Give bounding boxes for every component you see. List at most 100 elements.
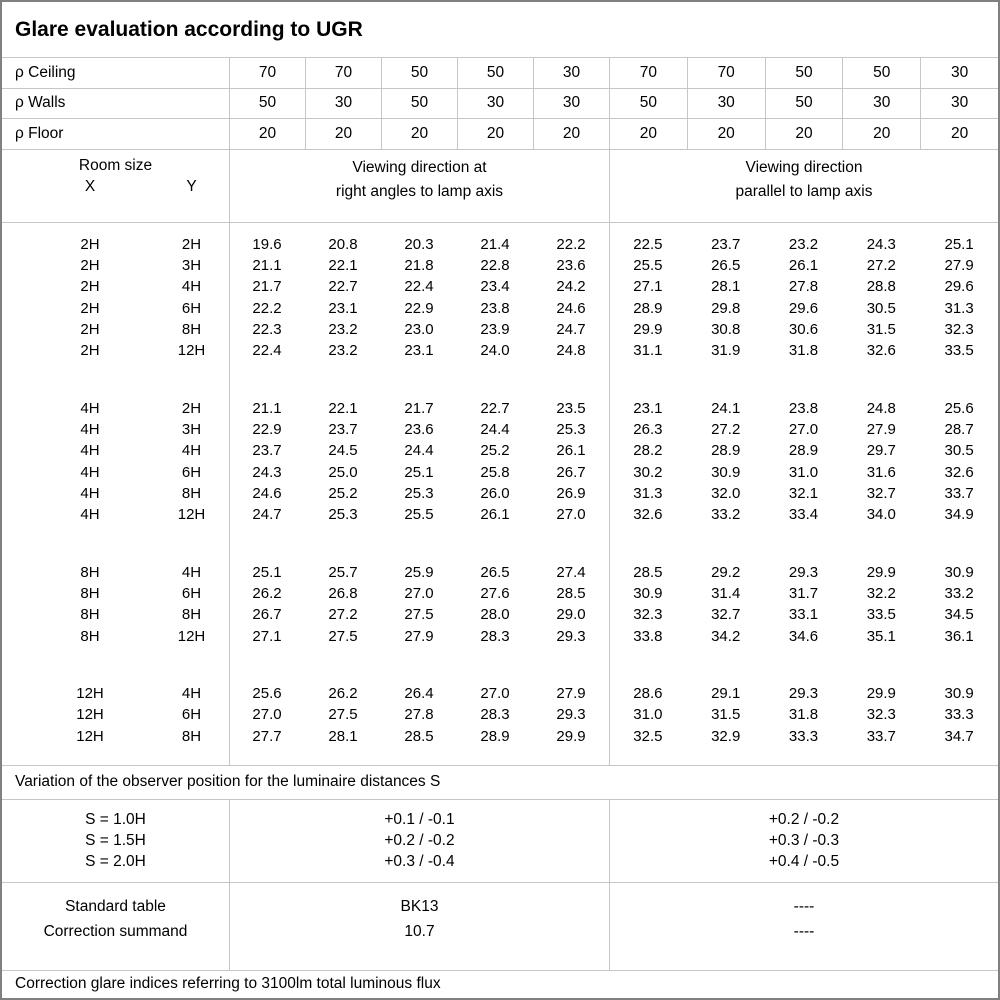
ugr-value: 29.9	[866, 563, 896, 581]
ugr-value: 23.7	[711, 235, 741, 253]
reflectance-row-label: ρ Ceiling	[15, 63, 76, 81]
ugr-row-block: 4H 2H 21.1 22.1 21.7 22.7 23.5 23.1 24.1 23.8 24.8…	[2, 398, 998, 526]
ugr-value: 31.6	[866, 463, 896, 481]
reflectance-value: 20	[533, 119, 609, 149]
ugr-value: 28.8	[866, 278, 896, 296]
ugr-value: 27.1	[252, 627, 282, 645]
reflectance-row: ρ Ceiling 70 70 50 50 30 70 70 50 50 30	[2, 58, 998, 89]
s-distance-label: S = 1.0H	[85, 810, 146, 828]
ugr-value: 25.6	[252, 685, 282, 703]
room-size-cell: 12H 4H	[2, 683, 229, 704]
reflectance-value: 70	[609, 58, 687, 88]
ugr-table-row: 4H 8H 24.6 25.2 25.3 26.0 26.9 31.3 32.0 32.1 32.7…	[2, 483, 998, 504]
variation-note: Variation of the observer position for t…	[2, 766, 998, 800]
ugr-value: 19.6	[252, 235, 282, 253]
summary-parallel-value: ----	[793, 922, 815, 940]
reflectance-value: 70	[229, 58, 305, 88]
room-y-value: 6H	[181, 463, 202, 481]
ugr-value: 30.5	[866, 299, 896, 317]
ugr-value: 22.1	[328, 257, 358, 275]
ugr-value: 24.0	[480, 342, 510, 360]
ugr-value: 22.3	[252, 321, 282, 339]
ugr-table-row: 8H 12H 27.1 27.5 27.9 28.3 29.3 33.8 34.2 34.6 35.…	[2, 626, 998, 647]
ugr-value: 23.8	[480, 299, 510, 317]
ugr-value: 29.3	[556, 706, 586, 724]
ugr-value: 33.3	[944, 706, 974, 724]
summary-parallel-column: ---- ----	[609, 882, 998, 970]
room-y-value: 2H	[181, 399, 202, 417]
ugr-value: 29.3	[788, 563, 819, 581]
ugr-value: 25.1	[404, 463, 434, 481]
room-x-value: 2H	[80, 235, 100, 253]
ugr-values-area: 2H 2H 19.6 20.8 20.3 21.4 22.2 22.5 23.7 23.2 24.3…	[2, 222, 998, 766]
reflectance-value: 70	[305, 58, 381, 88]
room-size-cell: 4H 4H	[2, 440, 229, 461]
ugr-value: 30.2	[633, 463, 663, 481]
variation-parallel-column: +0.2 / -0.2 +0.3 / -0.3 +0.4 / -0.5	[609, 799, 998, 882]
ugr-value: 30.6	[788, 321, 819, 339]
ugr-value: 25.1	[944, 235, 974, 253]
ugr-value: 25.2	[480, 442, 510, 460]
ugr-value: 26.2	[328, 685, 358, 703]
variation-parallel-value: +0.3 / -0.3	[768, 832, 840, 850]
ugr-value: 33.2	[711, 506, 741, 524]
room-y-value: 8H	[181, 485, 202, 503]
ugr-value: 25.3	[556, 421, 586, 439]
ugr-value: 24.1	[711, 399, 741, 417]
reflectance-row-label: ρ Walls	[15, 94, 66, 112]
ugr-value: 27.0	[556, 506, 586, 524]
ugr-value: 29.0	[556, 606, 586, 624]
ugr-value: 29.9	[866, 685, 896, 703]
parallel-header-line2: parallel to lamp axis	[735, 182, 873, 200]
ugr-value: 32.2	[866, 585, 896, 603]
room-size-cell: 2H 2H	[2, 234, 229, 255]
ugr-value: 27.0	[252, 706, 282, 724]
ugr-value: 23.2	[328, 321, 358, 339]
summary-label-column: Standard table Correction summand	[2, 883, 229, 970]
ugr-value: 28.9	[633, 299, 663, 317]
variation-right-angles-value: +0.2 / -0.2	[384, 832, 455, 850]
column-divider	[609, 222, 610, 765]
ugr-value: 32.3	[944, 321, 974, 339]
ugr-table-row: 2H 3H 21.1 22.1 21.8 22.8 23.6 25.5 26.5 26.1 27.2…	[2, 255, 998, 276]
ugr-table-row: 4H 2H 21.1 22.1 21.7 22.7 23.5 23.1 24.1 23.8 24.8…	[2, 398, 998, 419]
ugr-value: 27.0	[404, 585, 434, 603]
ugr-value: 26.7	[252, 606, 282, 624]
ugr-value: 31.8	[788, 706, 819, 724]
ugr-value: 31.3	[633, 485, 663, 503]
room-x-value: 12H	[76, 727, 104, 745]
ugr-value: 26.3	[633, 421, 663, 439]
reflectance-row: ρ Floor 20 20 20 20 20 20 20 20 20 20	[2, 119, 998, 150]
room-y-value: 4H	[181, 278, 202, 296]
ugr-value: 28.3	[480, 627, 510, 645]
room-x-header: X	[84, 177, 96, 195]
ugr-value: 26.1	[788, 257, 819, 275]
room-y-value: 3H	[181, 257, 202, 275]
room-y-value: 4H	[181, 442, 202, 460]
ugr-value: 31.5	[711, 706, 741, 724]
ugr-value: 31.4	[711, 585, 741, 603]
reflectance-value: 30	[533, 58, 609, 88]
room-x-value: 4H	[80, 421, 100, 439]
reflectance-value: 20	[229, 119, 305, 149]
ugr-value: 26.9	[556, 485, 586, 503]
ugr-row-block: 8H 4H 25.1 25.7 25.9 26.5 27.4 28.5 29.2 29.3 29.9…	[2, 562, 998, 647]
reflectance-value: 50	[764, 88, 843, 119]
ugr-row-block: 2H 2H 19.6 20.8 20.3 21.4 22.2 22.5 23.7 23.2 24.3…	[2, 234, 998, 362]
ugr-value: 23.8	[788, 399, 819, 417]
ugr-value: 22.7	[480, 399, 510, 417]
ugr-value: 33.5	[944, 342, 974, 360]
ugr-value: 28.0	[480, 606, 510, 624]
ugr-value: 24.3	[866, 235, 896, 253]
reflectance-value: 30	[305, 88, 381, 119]
ugr-value: 31.3	[944, 299, 974, 317]
ugr-value: 27.4	[556, 563, 586, 581]
room-size-cell: 2H 6H	[2, 298, 229, 319]
summary-right-angles-value: BK13	[400, 897, 439, 915]
ugr-value: 22.2	[556, 235, 586, 253]
ugr-value: 23.1	[633, 399, 663, 417]
ugr-value: 26.4	[404, 685, 434, 703]
footer-note: Correction glare indices referring to 31…	[15, 975, 441, 993]
room-y-value: 8H	[181, 727, 202, 745]
ugr-value: 29.9	[633, 321, 663, 339]
